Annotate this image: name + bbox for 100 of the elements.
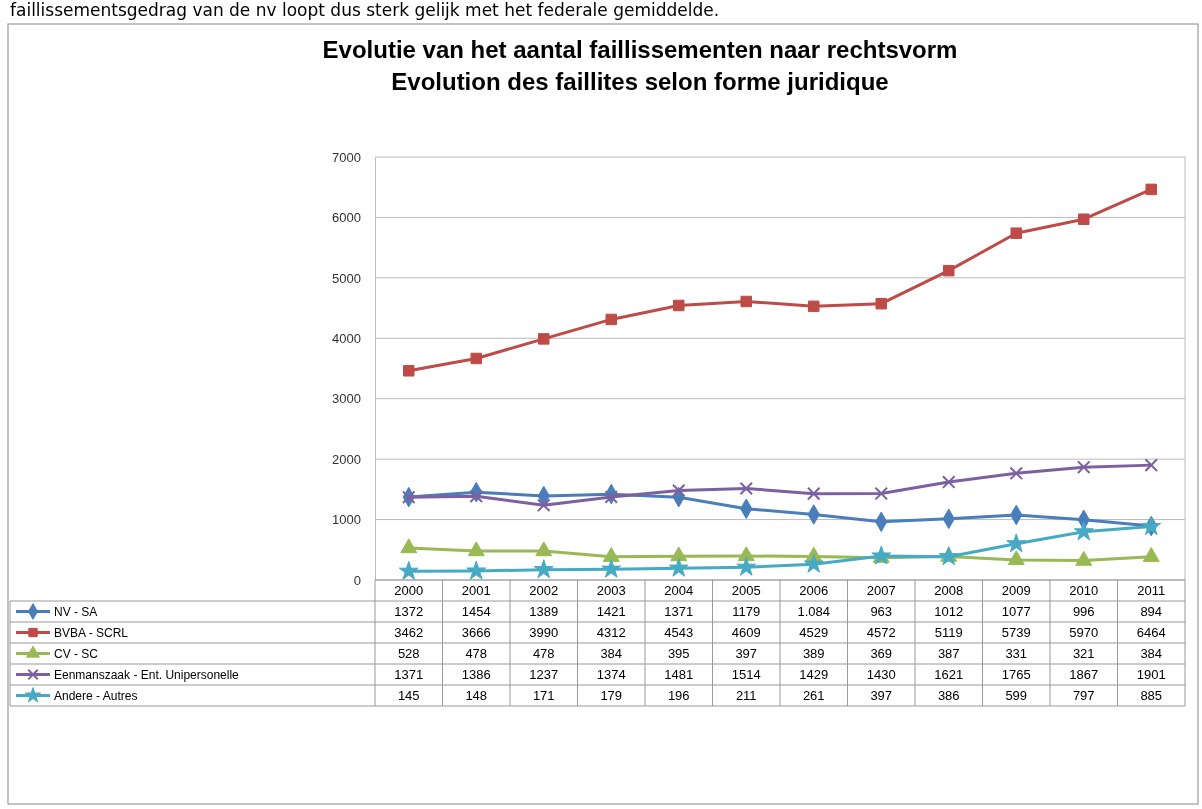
- point: [1076, 460, 1091, 474]
- point: [1075, 550, 1093, 566]
- data-label: 1454: [461, 604, 491, 619]
- point: [668, 557, 689, 577]
- chart-title: Evolutie van het aantal faillissementen naar rechtsvorm: [322, 36, 958, 63]
- data-label: 145: [397, 688, 420, 703]
- data-label: 1430: [866, 667, 896, 682]
- point: [806, 486, 821, 501]
- data-label: 384: [600, 646, 623, 661]
- point: [1007, 550, 1025, 566]
- legend-label: Andere - Autres: [54, 689, 138, 703]
- data-label: 196: [667, 688, 690, 703]
- point: [1009, 466, 1024, 481]
- x-tick-label: 2010: [1069, 583, 1099, 598]
- point: [398, 560, 419, 580]
- data-label: 5739: [1001, 625, 1031, 640]
- data-label: 4543: [664, 625, 694, 640]
- data-label: 1237: [529, 667, 559, 682]
- data-label: 528: [397, 646, 420, 661]
- data-label: 148: [465, 688, 488, 703]
- point: [535, 541, 553, 557]
- data-label: 1765: [1001, 667, 1031, 682]
- data-label: 397: [735, 646, 758, 661]
- y-tick-label: 3000: [332, 391, 361, 407]
- x-tick-label: 2003: [596, 583, 626, 598]
- point: [875, 297, 887, 310]
- point: [533, 559, 554, 579]
- data-label: 1481: [664, 667, 694, 682]
- point: [943, 264, 955, 277]
- y-tick-label: 2000: [332, 451, 361, 467]
- data-label: 6464: [1136, 625, 1166, 640]
- data-label: 3666: [461, 625, 491, 640]
- data-label: 4529: [799, 625, 829, 640]
- data-label: 1372: [394, 604, 424, 619]
- y-tick-label: 0: [353, 572, 361, 588]
- data-label: 171: [532, 688, 555, 703]
- y-tick-label: 4000: [332, 330, 361, 346]
- legend-label: NV - SA: [54, 605, 98, 619]
- data-label: 387: [937, 646, 960, 661]
- data-label: 599: [1005, 688, 1028, 703]
- point: [401, 490, 416, 504]
- data-label: 395: [667, 646, 690, 661]
- data-label: 1429: [799, 667, 829, 682]
- point: [740, 295, 752, 308]
- point: [469, 489, 484, 504]
- point: [602, 547, 620, 562]
- x-tick-label: 2002: [529, 583, 559, 598]
- point: [737, 546, 755, 562]
- data-label: 261: [802, 688, 825, 703]
- data-label: 5119: [934, 625, 963, 640]
- legend-label: BVBA - SCRL: [54, 626, 129, 640]
- point: [1145, 183, 1157, 196]
- point: [467, 541, 485, 557]
- chart-subtitle: Evolution des faillites selon forme juridique: [391, 68, 889, 95]
- legend-label: Eenmanszaak - Ent. Unipersonelle: [54, 668, 240, 682]
- point: [466, 560, 487, 580]
- point: [1142, 547, 1160, 562]
- point: [1073, 521, 1094, 541]
- data-label: 1371: [394, 667, 424, 682]
- data-label: 1371: [664, 604, 694, 619]
- data-label: 1389: [529, 604, 559, 619]
- data-label: 331: [1005, 646, 1028, 661]
- data-label: 1421: [596, 604, 626, 619]
- x-tick-label: 2011: [1137, 583, 1166, 598]
- point: [470, 352, 482, 365]
- data-label: 478: [465, 646, 488, 661]
- data-label: 3990: [529, 625, 559, 640]
- data-label: 478: [532, 646, 555, 661]
- x-tick-label: 2004: [664, 583, 694, 598]
- legend-label: CV - SC: [54, 647, 99, 661]
- point: [803, 553, 824, 573]
- point: [1144, 458, 1159, 472]
- point: [403, 365, 415, 377]
- data-label: 1901: [1136, 667, 1166, 682]
- data-label: 5970: [1069, 625, 1099, 640]
- data-label: 369: [870, 646, 893, 661]
- data-label: 321: [1072, 646, 1095, 661]
- data-label: 179: [600, 688, 623, 703]
- data-label: 1077: [1001, 604, 1031, 619]
- point: [605, 313, 617, 326]
- point: [670, 546, 688, 562]
- y-tick-label: 7000: [332, 149, 361, 165]
- data-label: 211: [735, 688, 757, 703]
- y-tick-label: 5000: [332, 270, 361, 286]
- point: [1006, 533, 1027, 553]
- point: [739, 481, 754, 496]
- data-label: 885: [1140, 688, 1163, 703]
- data-label: 894: [1140, 604, 1163, 619]
- point: [604, 490, 619, 504]
- data-label: 1867: [1069, 667, 1099, 682]
- point: [736, 556, 757, 576]
- data-label: 384: [1140, 646, 1163, 661]
- point: [1010, 227, 1022, 239]
- data-label: 1386: [461, 667, 491, 682]
- x-tick-label: 2007: [866, 583, 896, 598]
- x-tick-label: 2006: [799, 583, 829, 598]
- point: [808, 300, 820, 313]
- data-label: 397: [870, 688, 893, 703]
- point: [601, 558, 622, 578]
- point: [671, 483, 686, 498]
